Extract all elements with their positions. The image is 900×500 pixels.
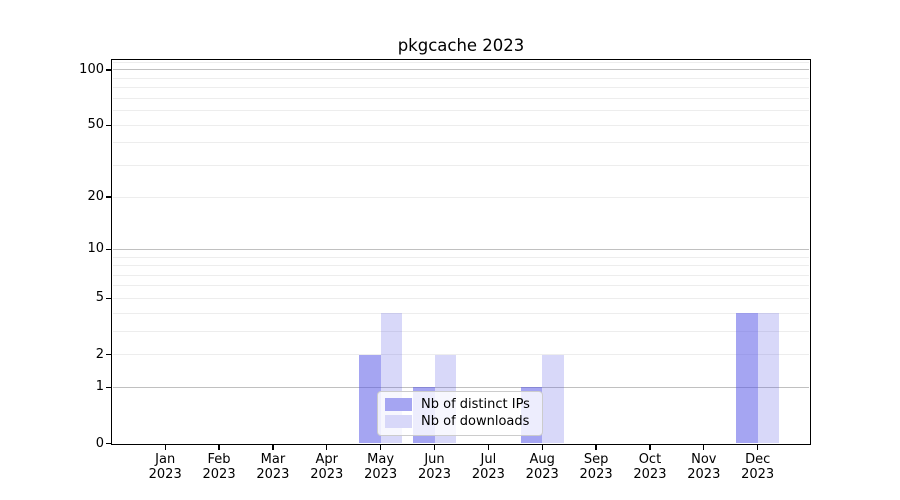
gridline <box>113 297 809 299</box>
y-tick-label: 2 <box>95 346 104 362</box>
x-tick-mark <box>541 445 543 451</box>
bar-distinct-ips <box>736 313 758 444</box>
x-tick-mark <box>218 445 220 451</box>
x-tick-label: Dec 2023 <box>741 451 775 483</box>
y-tick-mark <box>106 386 112 389</box>
y-tick-label: 0 <box>95 435 104 451</box>
gridline <box>113 87 809 89</box>
y-tick-mark <box>106 353 112 356</box>
x-tick-mark <box>164 445 166 451</box>
chart-title: pkgcache 2023 <box>397 36 525 55</box>
legend-label: Nb of downloads <box>421 414 530 430</box>
legend-item: Nb of downloads <box>385 413 535 431</box>
x-tick-label: Sep 2023 <box>579 451 613 483</box>
y-tick-mark <box>106 248 112 251</box>
y-tick-label: 5 <box>95 290 104 306</box>
gridline <box>113 77 809 79</box>
y-tick-label: 100 <box>79 61 104 77</box>
gridline <box>113 312 809 314</box>
x-tick-mark <box>433 445 436 451</box>
bar-downloads <box>542 354 564 444</box>
x-tick-label: Mar 2023 <box>256 451 290 483</box>
x-tick-mark <box>756 445 759 451</box>
y-tick-mark <box>106 442 112 445</box>
x-tick-label: Jun 2023 <box>417 451 452 483</box>
x-tick-label: Jul 2023 <box>471 451 505 483</box>
x-tick-label: Feb 2023 <box>202 451 236 483</box>
x-tick-mark <box>487 445 490 451</box>
y-tick-mark <box>106 196 112 198</box>
gridline <box>113 330 809 332</box>
gridline <box>113 285 809 287</box>
legend: Nb of distinct IPs Nb of downloads <box>377 390 543 436</box>
x-tick-mark <box>595 445 597 451</box>
legend-swatch-icon <box>385 415 412 429</box>
gridline <box>113 196 809 198</box>
x-tick-mark <box>379 445 382 451</box>
x-tick-mark <box>272 445 274 451</box>
x-tick-label: May 2023 <box>364 451 398 483</box>
gridline <box>113 354 809 356</box>
y-tick-mark <box>106 124 112 126</box>
gridline <box>113 386 809 388</box>
gridline <box>113 274 809 276</box>
gridline <box>113 165 809 167</box>
bar-distinct-ips <box>359 354 381 444</box>
legend-item: Nb of distinct IPs <box>385 396 535 414</box>
gridline <box>113 110 809 112</box>
x-tick-label: Apr 2023 <box>310 451 344 483</box>
gridline <box>113 97 809 99</box>
y-tick-mark <box>106 69 112 71</box>
y-tick-label: 20 <box>87 189 104 205</box>
legend-swatch-icon <box>385 397 412 411</box>
x-tick-label: Jan 2023 <box>148 451 182 483</box>
x-tick-mark <box>649 445 651 451</box>
gridline <box>113 69 809 71</box>
gridline <box>113 142 809 144</box>
gridline <box>113 265 809 267</box>
x-tick-label: Oct 2023 <box>633 451 667 483</box>
gridline <box>113 256 809 258</box>
y-tick-label: 1 <box>95 379 104 395</box>
legend-label: Nb of distinct IPs <box>421 396 530 412</box>
gridline <box>113 61 809 63</box>
y-tick-mark <box>106 297 112 300</box>
y-tick-label: 10 <box>87 241 104 257</box>
gridline <box>113 248 809 250</box>
x-tick-label: Nov 2023 <box>687 451 721 483</box>
x-tick-mark <box>326 445 328 451</box>
y-tick-label: 50 <box>87 117 104 133</box>
bar-downloads <box>757 313 780 444</box>
gridline <box>113 124 809 126</box>
x-tick-label: Aug 2023 <box>525 451 559 483</box>
x-tick-mark <box>703 445 705 451</box>
